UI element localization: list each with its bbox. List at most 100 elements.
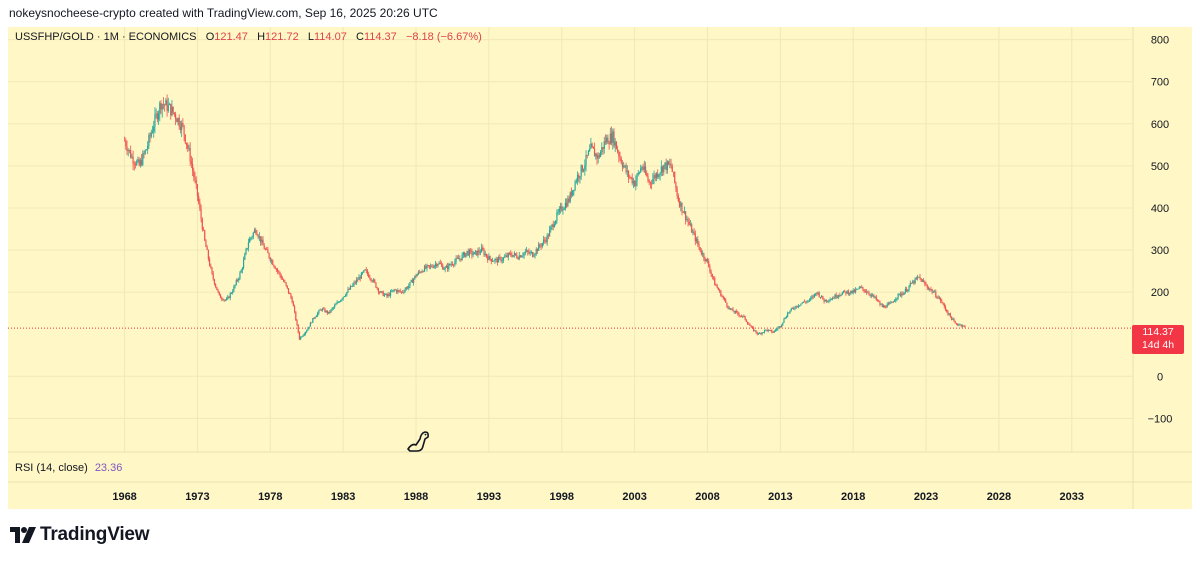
candle	[213, 278, 216, 286]
rsi-legend[interactable]: RSI (14, close) 23.36	[15, 462, 122, 474]
x-tick-label: 2003	[622, 491, 646, 503]
candle	[388, 292, 390, 297]
candle	[957, 323, 959, 327]
candle	[489, 255, 491, 262]
rsi-value: 23.36	[94, 462, 123, 474]
candle	[840, 294, 842, 297]
candle	[419, 269, 421, 274]
candle	[619, 151, 621, 162]
y-tick-label: 800	[1151, 35, 1169, 47]
price-chart[interactable]: 800 700 600 500 400 300 200 0 −100 1968 1973 1978 1…	[8, 27, 1192, 509]
candle	[256, 229, 258, 236]
candle	[366, 269, 369, 277]
candle	[528, 248, 530, 255]
candle	[173, 112, 175, 117]
candle	[879, 300, 881, 307]
candle	[363, 269, 365, 274]
candle	[427, 264, 429, 268]
candle	[807, 300, 809, 303]
candle	[575, 178, 577, 184]
candle	[130, 145, 132, 159]
candle	[751, 326, 754, 329]
candle	[215, 283, 217, 289]
candle	[772, 331, 774, 334]
candle	[756, 331, 758, 336]
candle	[182, 118, 184, 128]
candle	[293, 304, 296, 314]
candle	[653, 170, 655, 185]
candle	[722, 295, 724, 300]
candle	[851, 290, 853, 294]
candle	[838, 294, 840, 300]
candle	[499, 253, 501, 261]
candle	[415, 273, 417, 278]
candle	[660, 160, 662, 177]
candle	[709, 264, 711, 274]
candle	[601, 142, 603, 155]
candle	[442, 263, 444, 270]
candle	[359, 275, 361, 282]
candle	[515, 253, 517, 257]
candle	[942, 302, 944, 305]
candle	[327, 311, 330, 314]
candle	[369, 274, 371, 281]
candle	[950, 316, 953, 321]
candle	[468, 248, 471, 258]
candle	[595, 152, 597, 160]
candle	[484, 250, 486, 257]
candle	[230, 292, 233, 295]
candle	[335, 302, 337, 306]
candle	[683, 206, 686, 215]
candle	[241, 266, 243, 274]
candle	[637, 169, 639, 177]
candle	[664, 162, 666, 170]
candle	[459, 255, 461, 262]
candle	[795, 305, 797, 309]
candle	[296, 319, 298, 327]
candle	[161, 103, 163, 118]
x-tick-label: 1978	[258, 491, 282, 503]
candle	[365, 266, 367, 274]
y-tick-label: 400	[1151, 203, 1169, 215]
candle	[561, 203, 563, 212]
candle	[541, 242, 543, 249]
candle	[755, 330, 757, 334]
candle	[671, 163, 673, 173]
symbol-title[interactable]: USSFHP/GOLD · 1M · ECONOMICS	[15, 31, 197, 43]
candle	[179, 120, 182, 134]
candle	[870, 293, 873, 299]
candle	[329, 310, 331, 315]
candle	[688, 218, 690, 226]
candle	[676, 185, 678, 199]
candle	[166, 94, 168, 117]
candle	[936, 295, 938, 300]
chart-pane[interactable]: 800 700 600 500 400 300 200 0 −100 1968 1973 1978 1…	[8, 27, 1192, 509]
candle	[483, 247, 485, 257]
candle	[298, 331, 301, 341]
candle	[504, 254, 506, 259]
candle	[642, 163, 644, 172]
candle	[896, 297, 898, 302]
tradingview-logo[interactable]: TradingView	[10, 524, 150, 546]
candle	[147, 141, 149, 155]
candle	[340, 299, 342, 303]
candle	[663, 164, 665, 176]
candle	[529, 250, 531, 256]
candle	[646, 170, 648, 177]
candle	[477, 247, 479, 258]
candle	[304, 331, 307, 336]
candle	[171, 100, 173, 117]
candle	[918, 276, 920, 278]
candle	[914, 277, 916, 285]
candle	[360, 272, 362, 279]
candle	[937, 295, 939, 299]
candle	[377, 287, 379, 295]
candle	[134, 161, 137, 169]
candle	[716, 283, 718, 289]
candle	[354, 280, 356, 285]
candle	[516, 252, 518, 259]
candle	[593, 142, 596, 157]
candle	[291, 295, 293, 304]
candle	[746, 321, 749, 325]
candle	[784, 316, 786, 320]
